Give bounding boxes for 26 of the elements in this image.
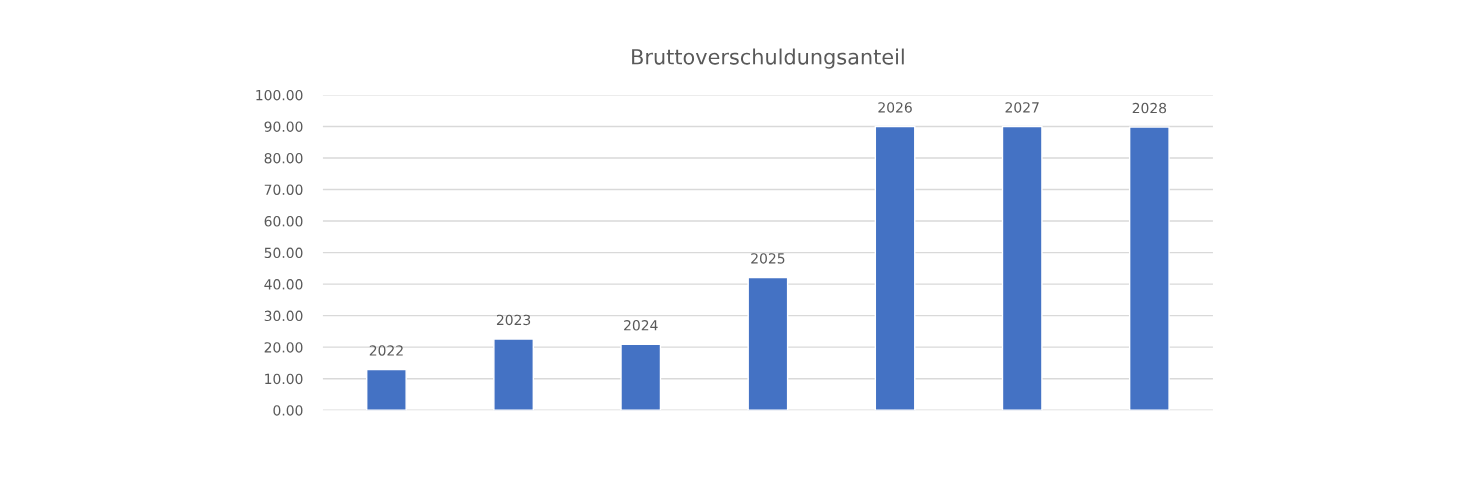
y-tick-label: 60.00	[264, 216, 303, 227]
x-tick-label: 2028	[1132, 102, 1167, 114]
x-tick-label: 2024	[624, 320, 658, 331]
x-tick-label: 2027	[1005, 102, 1039, 113]
y-tick-label: 20.00	[264, 342, 303, 353]
y-tick-label: 30.00	[264, 310, 303, 322]
y-tick-label: 70.00	[264, 184, 303, 195]
bar	[747, 276, 789, 411]
y-tick-label: 100.00	[256, 89, 303, 101]
bar	[874, 125, 916, 411]
x-tick-label: 2026	[878, 102, 912, 113]
bar	[1001, 125, 1043, 411]
bar	[493, 338, 534, 411]
y-tick-label: 40.00	[264, 279, 303, 290]
y-tick-label: 90.00	[264, 121, 303, 132]
chart-title: Bruttoverschuldungsanteil	[632, 48, 904, 69]
y-tick-label: 0.00	[273, 405, 303, 416]
bar	[1128, 126, 1170, 411]
y-tick-label: 10.00	[265, 373, 303, 385]
bar	[366, 368, 407, 411]
x-tick-label: 2025	[751, 253, 785, 264]
x-tick-label: 2022	[369, 345, 403, 356]
bar	[620, 343, 662, 411]
y-tick-label: 80.00	[264, 152, 303, 164]
x-tick-label: 2023	[496, 314, 531, 326]
y-tick-label: 50.00	[264, 247, 303, 259]
